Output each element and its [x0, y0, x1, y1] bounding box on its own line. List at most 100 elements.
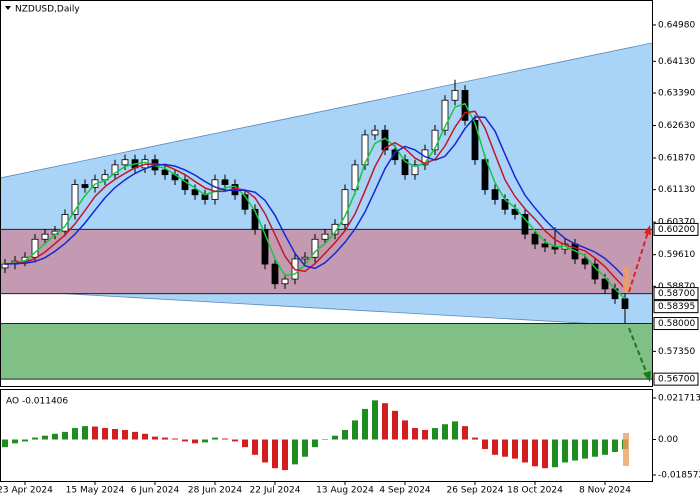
axes: 0.64980 0.64130 0.63390 0.62630 0.61870 0.611… — [0, 20, 700, 495]
candle-body — [261, 229, 269, 265]
x-tick-label: 15 May 2024 — [66, 486, 125, 496]
ao-bar — [582, 439, 588, 459]
ao-bar — [172, 438, 178, 440]
ao-bar — [112, 429, 118, 440]
ao-bar — [612, 439, 618, 452]
x-tick-label: 13 Aug 2024 — [316, 486, 374, 496]
ao-bar — [542, 439, 548, 469]
ao-bar — [202, 439, 208, 443]
ao-bar — [252, 439, 258, 455]
ao-bar — [462, 426, 468, 440]
ao-bar — [122, 429, 128, 440]
chart-title: NZDUSD,Daily — [15, 5, 80, 15]
zone — [1, 323, 652, 380]
x-tick-label: 26 Sep 2024 — [446, 486, 503, 496]
candle-body — [221, 179, 229, 185]
candle-body — [181, 179, 189, 191]
moving-averages — [4, 102, 626, 300]
candle-body — [71, 184, 79, 215]
moving-average — [4, 110, 626, 289]
ao-bar — [552, 439, 558, 468]
current-price-label: 0.58395 — [658, 302, 695, 312]
channel-upper — [1, 42, 652, 179]
ao-pane — [2, 400, 629, 471]
ao-bar — [472, 437, 478, 440]
candle-body — [211, 179, 219, 200]
ao-bar — [332, 435, 338, 440]
ao-bar — [222, 438, 228, 440]
candle-body — [491, 189, 499, 200]
ao-bar — [142, 433, 148, 440]
ao-bar — [42, 435, 48, 440]
candle-body — [481, 159, 489, 191]
candle-body — [621, 298, 629, 309]
candle-body — [341, 189, 349, 225]
price-frame — [0, 0, 653, 387]
channel-lower — [1, 289, 652, 328]
candle-body — [531, 233, 539, 245]
ao-bar — [482, 439, 488, 450]
ao-bar — [342, 429, 348, 440]
ao-bar — [322, 439, 328, 441]
level-label: 0.60200 — [658, 225, 695, 235]
ao-bar — [102, 428, 108, 440]
ao-bar — [532, 439, 538, 467]
ao-bar — [392, 410, 398, 440]
ao-bar — [402, 420, 408, 440]
y-tick-label: 0.62630 — [658, 121, 695, 131]
candle-body — [31, 238, 39, 258]
level-label: 0.56700 — [658, 375, 695, 385]
ao-bar — [12, 439, 18, 444]
ao-bar — [382, 403, 388, 440]
x-tick-label: 8 Nov 2024 — [579, 486, 631, 496]
ao-bar — [282, 439, 288, 471]
ao-bar — [422, 429, 428, 440]
y-tick-label: 0.63390 — [658, 88, 695, 98]
marker — [623, 268, 629, 292]
candle-body — [541, 243, 549, 248]
ao-bar — [92, 426, 98, 440]
candle-body — [521, 214, 529, 235]
candle-body — [591, 263, 599, 280]
ao-bar — [82, 426, 88, 440]
candle-body — [121, 159, 129, 166]
level-box — [653, 372, 699, 386]
ao-bar — [22, 439, 28, 442]
candle-body — [351, 164, 359, 191]
candle-body — [81, 184, 89, 188]
up-arrow — [628, 231, 649, 293]
y-tick-label: 0.57350 — [658, 347, 695, 357]
ao-bar — [162, 437, 168, 440]
ao-bar — [52, 433, 58, 440]
candle-body — [391, 149, 399, 161]
candle-body — [301, 256, 309, 260]
candle-body — [331, 223, 339, 235]
candle-body — [271, 263, 279, 285]
ao-bar — [152, 436, 158, 440]
ao-bar — [312, 439, 318, 448]
ao-bar — [242, 439, 248, 448]
y-tick-label: 0.59610 — [658, 250, 695, 260]
level-box — [653, 287, 699, 301]
ao-bar — [72, 428, 78, 440]
ao-frame — [0, 389, 653, 482]
y-tick-label: 0.64980 — [658, 20, 695, 30]
candle-body — [601, 278, 609, 290]
ao-bar — [372, 400, 378, 440]
price-pane — [1, 42, 652, 382]
ao-bar — [132, 431, 138, 440]
level-label: 0.58000 — [658, 319, 695, 329]
level-box — [653, 317, 699, 331]
candle-body — [241, 194, 249, 210]
ao-y-tick-label: 0.00 — [658, 435, 678, 445]
ao-bar — [272, 439, 278, 469]
ao-bar — [62, 431, 68, 440]
candle-body — [411, 164, 419, 176]
ao-bar — [352, 420, 358, 440]
x-tick-label: 18 Oct 2024 — [507, 486, 563, 496]
ao-bar — [192, 439, 198, 444]
up-arrowhead — [644, 225, 651, 235]
candle-body — [41, 233, 49, 240]
y-tick-label: 0.61130 — [658, 185, 695, 195]
